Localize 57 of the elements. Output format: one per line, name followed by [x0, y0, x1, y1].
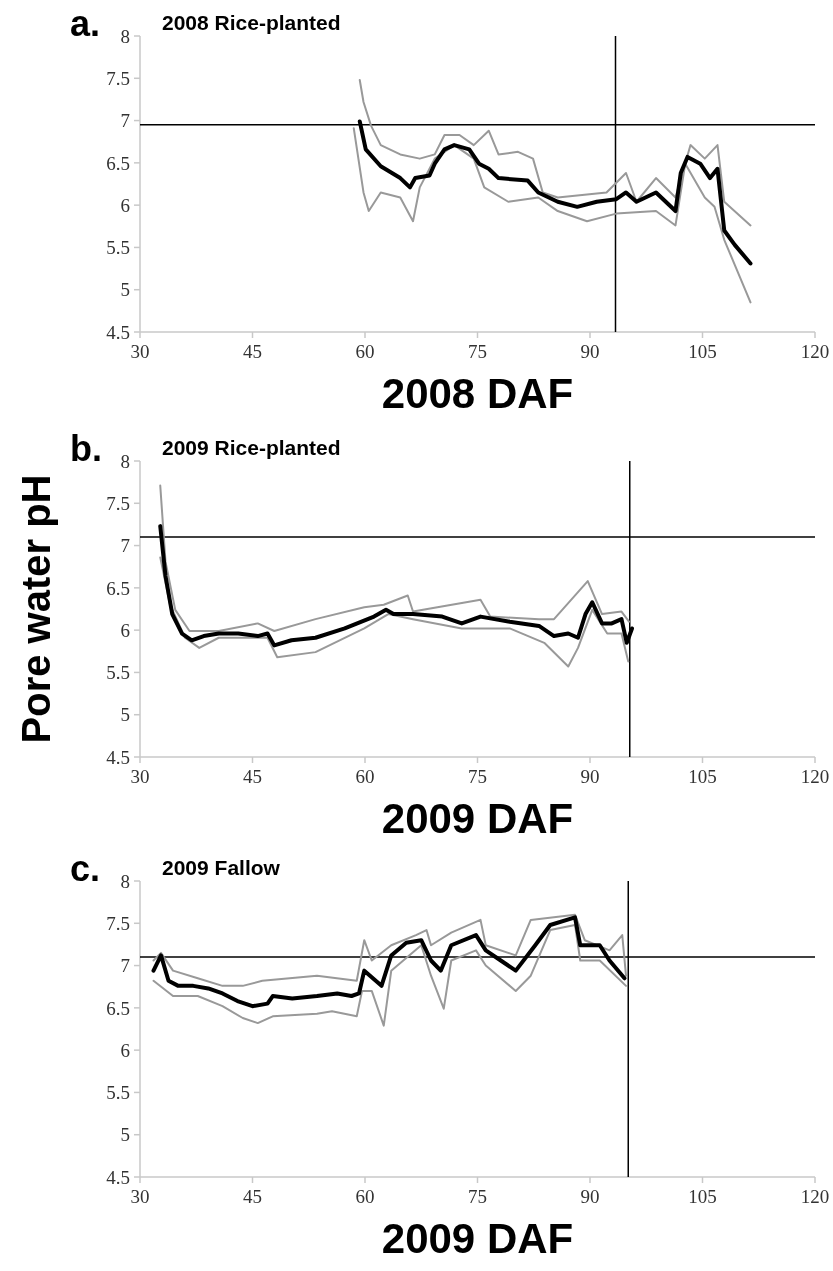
y-tick-label: 8	[120, 450, 130, 472]
x-tick-label: 30	[130, 1186, 150, 1207]
chart-title: 2008 Rice-planted	[162, 11, 341, 34]
y-tick-label: 5	[120, 279, 130, 301]
x-tick-label: 105	[688, 1186, 717, 1207]
y-tick-label: 7	[120, 955, 130, 977]
chart-title: 2009 Fallow	[162, 856, 281, 879]
y-tick-label: 6.5	[106, 577, 130, 599]
y-tick-label: 5	[120, 704, 130, 726]
x-tick-label: 60	[355, 341, 375, 362]
y-tick-label: 7.5	[106, 492, 130, 514]
y-tick-label: 4.5	[106, 746, 130, 768]
y-tick-label: 5.5	[106, 662, 130, 684]
y-tick-label: 6	[120, 194, 130, 216]
x-tick-label: 30	[130, 341, 150, 362]
y-tick-label: 5.5	[106, 1082, 130, 1104]
text: a.	[70, 3, 101, 44]
y-tick-label: 6.5	[106, 152, 130, 174]
text: b.	[70, 428, 102, 469]
x-tick-label: 90	[580, 341, 600, 362]
y-tick-label: 5.5	[106, 237, 130, 259]
y-tick-label: 4.5	[106, 1166, 130, 1188]
y-axis-title: Pore water pH	[14, 474, 58, 744]
x-tick-label: 45	[243, 341, 262, 362]
x-tick-label: 120	[800, 1186, 830, 1207]
y-tick-label: 4.5	[106, 321, 130, 343]
line-series	[152, 913, 627, 987]
x-tick-label: 105	[688, 341, 717, 362]
y-tick-label: 6	[120, 619, 130, 641]
x-axis-title: 2009 DAF	[381, 1215, 574, 1262]
y-tick-label: 7.5	[106, 912, 130, 934]
x-tick-label: 90	[580, 766, 600, 787]
y-tick-label: 5	[120, 1124, 130, 1146]
x-tick-label: 105	[688, 766, 717, 787]
y-tick-label: 7	[120, 110, 130, 132]
x-tick-label: 75	[468, 341, 487, 362]
y-tick-label: 8	[120, 870, 130, 892]
x-tick-label: 45	[243, 1186, 262, 1207]
line-series	[152, 923, 627, 1027]
x-tick-label: 30	[130, 766, 150, 787]
x-axis-title: 2008 DAF	[381, 370, 574, 417]
x-tick-label: 60	[355, 766, 375, 787]
x-tick-label: 75	[468, 1186, 487, 1207]
text: c.	[70, 848, 101, 889]
x-tick-label: 120	[800, 341, 830, 362]
y-tick-label: 7	[120, 535, 130, 557]
x-tick-label: 75	[468, 766, 487, 787]
y-tick-label: 6	[120, 1039, 130, 1061]
x-tick-label: 45	[243, 766, 262, 787]
chart-title: 2009 Rice-planted	[162, 436, 341, 459]
y-tick-label: 6.5	[106, 997, 130, 1019]
x-axis-title: 2009 DAF	[381, 795, 574, 842]
x-tick-label: 60	[355, 1186, 375, 1207]
x-tick-label: 120	[800, 766, 830, 787]
y-tick-label: 8	[120, 25, 130, 47]
x-tick-label: 90	[580, 1186, 600, 1207]
y-tick-label: 7.5	[106, 67, 130, 89]
